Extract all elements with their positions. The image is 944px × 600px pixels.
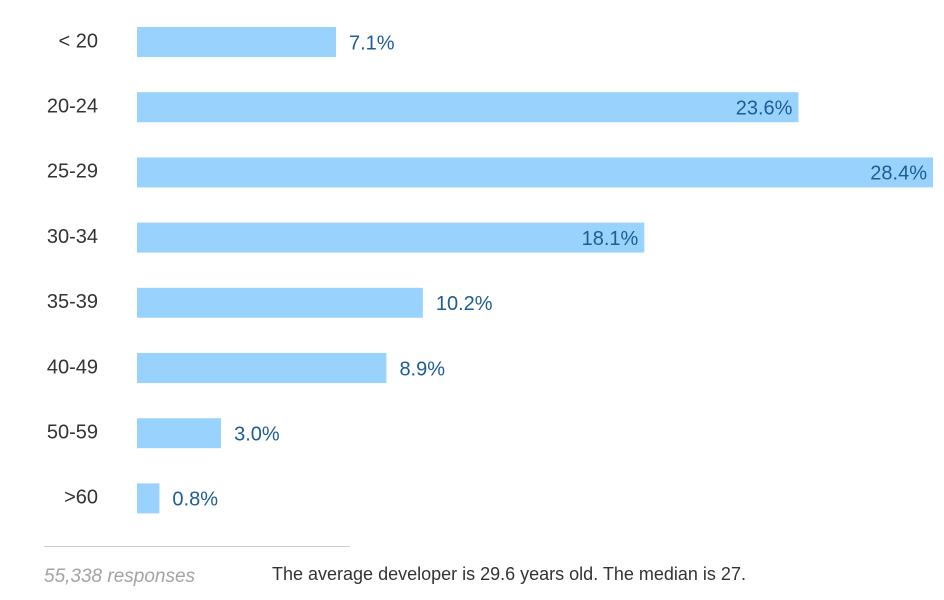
category-label: 30-34 bbox=[47, 226, 98, 248]
bar bbox=[137, 483, 160, 514]
value-label: 23.6% bbox=[736, 97, 793, 119]
value-label: 8.9% bbox=[399, 358, 445, 380]
bar bbox=[137, 27, 336, 57]
category-label: 20-24 bbox=[47, 95, 98, 117]
category-label: 35-39 bbox=[47, 291, 98, 313]
category-label: 50-59 bbox=[47, 421, 98, 443]
value-label: 10.2% bbox=[436, 293, 493, 315]
category-label: >60 bbox=[64, 487, 98, 509]
bar bbox=[137, 157, 933, 188]
bar bbox=[137, 353, 387, 383]
age-bar-chart: < 20 7.1% 20-24 23.6% 25-29 28.4% 30-34 18.1% 35… bbox=[47, 27, 933, 514]
footer-divider bbox=[44, 546, 350, 547]
bar bbox=[137, 287, 423, 318]
category-label: < 20 bbox=[59, 30, 98, 52]
bar bbox=[137, 92, 799, 123]
category-label: 40-49 bbox=[47, 356, 98, 378]
bar bbox=[137, 418, 222, 449]
value-label: 28.4% bbox=[870, 163, 927, 185]
category-label: 25-29 bbox=[47, 161, 98, 183]
response-count: 55,338 responses bbox=[44, 566, 196, 587]
value-label: 18.1% bbox=[582, 228, 639, 250]
value-label: 3.0% bbox=[234, 423, 280, 445]
bar bbox=[137, 222, 645, 253]
age-summary-note: The average developer is 29.6 years old.… bbox=[272, 564, 746, 584]
value-label: 0.8% bbox=[172, 489, 218, 511]
value-label: 7.1% bbox=[349, 32, 395, 54]
